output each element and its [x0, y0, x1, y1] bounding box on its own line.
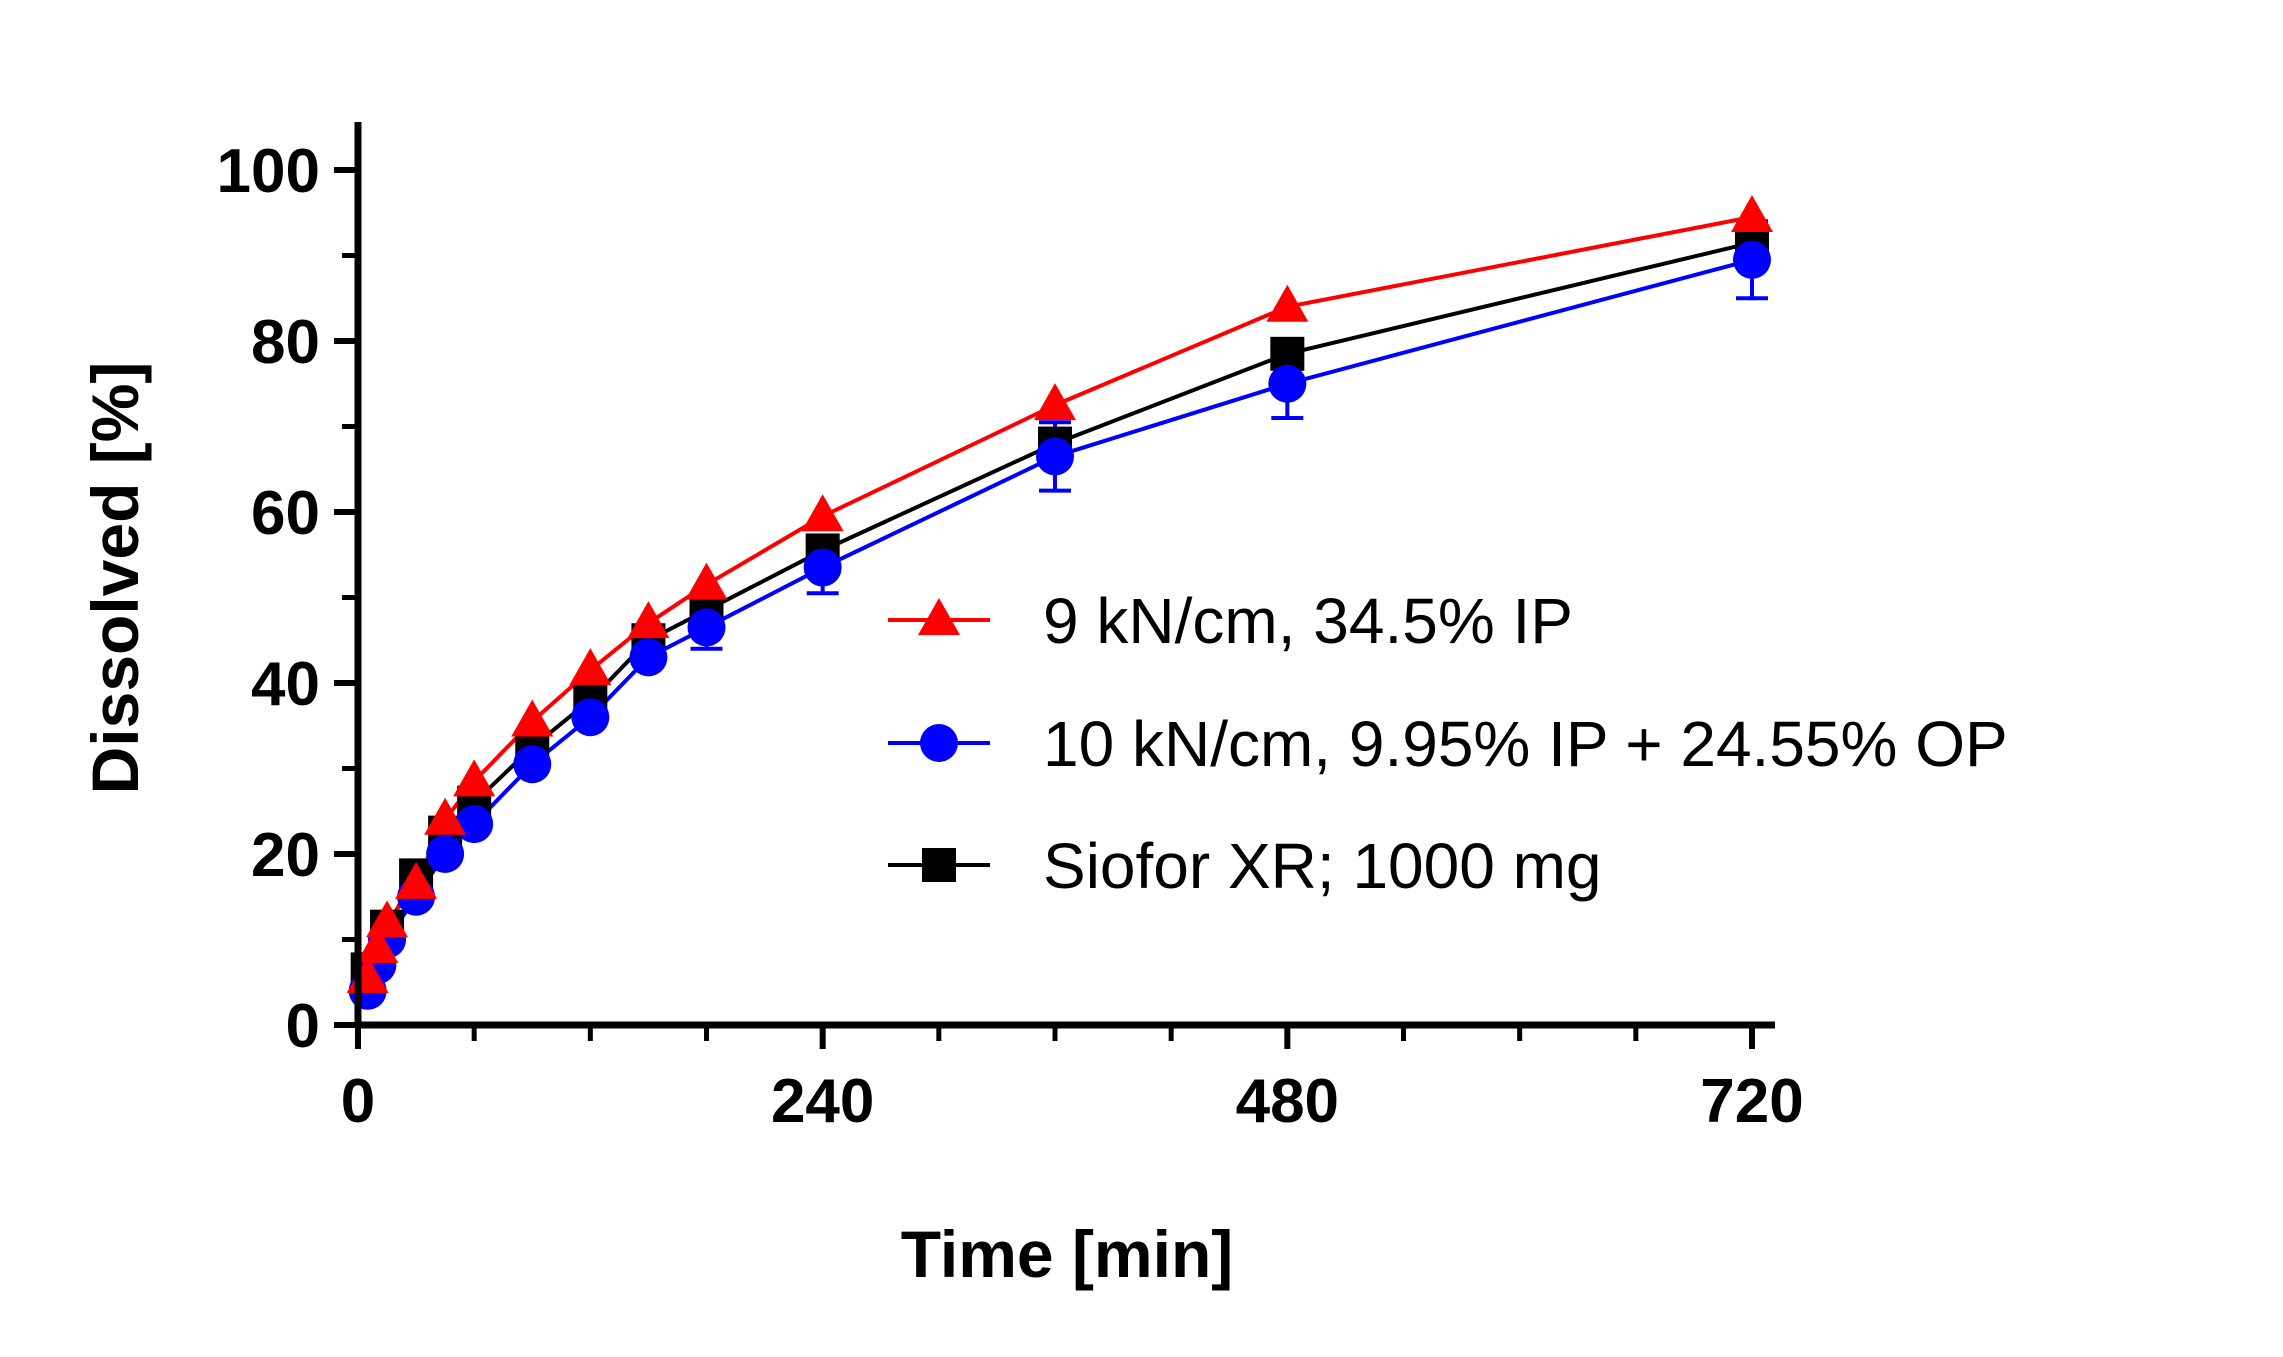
y-tick-label: 80 [251, 308, 320, 377]
legend-label: 10 kN/cm, 9.95% IP + 24.55% OP [1043, 708, 2008, 780]
data-point-triangle [801, 494, 844, 532]
legend-marker-triangle [918, 598, 960, 635]
tick-labels: 0 240 480 720 0 20 40 60 80 100 [217, 137, 1804, 1136]
x-tick-label: 240 [771, 1067, 874, 1136]
data-point-triangle [685, 562, 728, 600]
data-point-triangle [366, 900, 409, 938]
data-point-circle [1733, 240, 1771, 279]
data-point-circle [1268, 364, 1307, 403]
data-point-circle [571, 698, 610, 737]
data-point-triangle [569, 648, 612, 686]
legend-item-triangle: 9 kN/cm, 34.5% IP [888, 585, 1573, 657]
y-tick-label: 40 [251, 650, 320, 719]
data-point-triangle [356, 926, 399, 964]
x-tick-label: 0 [341, 1067, 375, 1136]
legend-label: Siofor XR; 1000 mg [1043, 830, 1602, 902]
data-point-triangle [627, 601, 670, 639]
x-tick-label: 720 [1700, 1067, 1803, 1136]
data-point-circle [455, 805, 494, 844]
y-tick-label: 0 [286, 992, 320, 1061]
data-point-triangle [424, 797, 467, 835]
y-tick-label: 60 [251, 479, 320, 548]
legend-marker-square [922, 848, 956, 882]
x-axis-title: Time [min] [901, 1217, 1233, 1291]
axes [334, 122, 1775, 1049]
legend-item-square: Siofor XR; 1000 mg [888, 830, 1602, 902]
data-point-circle [426, 835, 465, 873]
data-point-triangle [1731, 195, 1773, 233]
legend-label: 9 kN/cm, 34.5% IP [1043, 585, 1573, 657]
data-point-triangle [1034, 383, 1076, 421]
data-point-circle [513, 745, 552, 784]
legend-marker-circle [920, 724, 958, 762]
data-point-triangle [1266, 284, 1309, 322]
y-tick-label: 20 [251, 821, 320, 890]
y-axis-title: Dissolved [%] [78, 362, 152, 795]
x-tick-label: 480 [1236, 1067, 1339, 1136]
data-point-triangle [395, 861, 438, 899]
y-tick-label: 100 [217, 137, 320, 206]
data-point-circle [803, 548, 842, 587]
legend: 9 kN/cm, 34.5% IP 10 kN/cm, 9.95% IP + 24… [888, 585, 2008, 902]
data-point-circle [629, 638, 668, 677]
data-point-circle [687, 608, 726, 647]
series-markers [346, 195, 1773, 1010]
legend-item-circle: 10 kN/cm, 9.95% IP + 24.55% OP [888, 708, 2008, 780]
data-point-circle [1036, 437, 1074, 476]
data-point-triangle [511, 699, 554, 737]
data-point-triangle [453, 759, 496, 797]
